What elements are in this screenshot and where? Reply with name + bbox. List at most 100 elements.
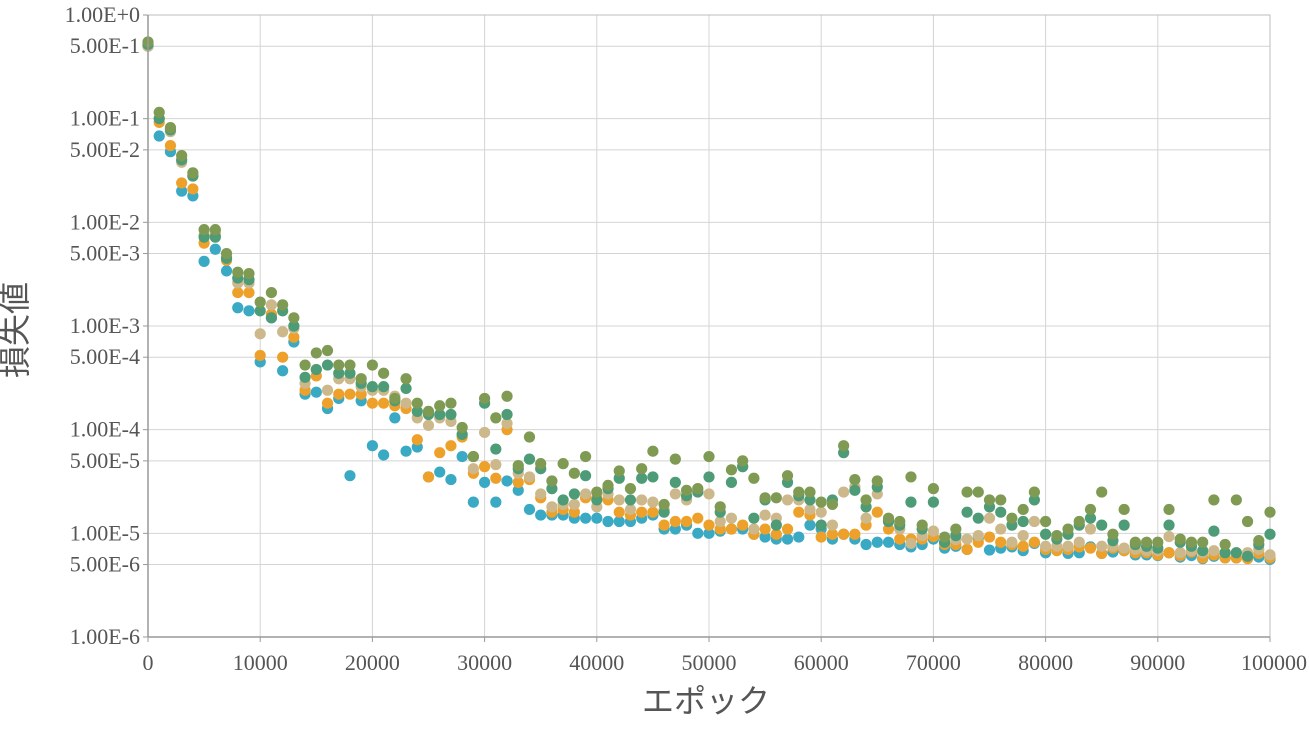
x-tick-label: 60000 xyxy=(794,650,849,675)
data-point xyxy=(568,488,580,500)
data-point xyxy=(467,450,479,463)
data-point xyxy=(321,397,334,409)
data-point xyxy=(265,286,278,299)
data-point xyxy=(1264,549,1276,561)
data-point xyxy=(1051,530,1063,542)
y-tick-label: 1.00E-1 xyxy=(70,106,140,131)
data-point xyxy=(636,506,648,518)
data-point xyxy=(905,471,917,483)
data-point xyxy=(793,531,805,543)
data-point xyxy=(535,488,547,500)
x-tick-label: 10000 xyxy=(233,650,288,675)
data-point xyxy=(658,519,670,531)
x-tick-label: 50000 xyxy=(682,650,737,675)
data-point xyxy=(546,501,558,513)
data-point xyxy=(680,515,693,528)
data-point xyxy=(501,390,513,402)
y-tick-labels: 1.00E+0 5.00E-1 1.00E-1 5.00E-2 1.00E-2 5.00E… xyxy=(65,2,140,649)
data-point xyxy=(1017,530,1029,542)
data-point xyxy=(209,243,221,255)
data-point xyxy=(176,177,188,189)
data-point xyxy=(983,531,996,543)
data-point xyxy=(647,496,659,508)
data-point xyxy=(1197,545,1209,557)
data-point xyxy=(176,150,188,162)
data-point xyxy=(243,268,255,280)
data-point xyxy=(512,476,524,488)
y-tick-label: 5.00E-1 xyxy=(70,33,140,58)
data-point xyxy=(1084,542,1097,554)
data-point xyxy=(725,476,738,488)
data-point xyxy=(501,475,513,487)
x-tick-label: 80000 xyxy=(1018,650,1073,675)
data-point xyxy=(826,528,839,540)
y-tick-label: 1.00E-6 xyxy=(70,624,140,649)
series-5 xyxy=(142,36,1276,551)
x-tick-label: 20000 xyxy=(345,650,400,675)
data-point xyxy=(961,533,973,545)
data-point xyxy=(737,455,749,467)
data-point xyxy=(501,408,513,421)
data-point xyxy=(378,367,390,379)
data-point xyxy=(658,498,670,511)
data-point xyxy=(647,445,659,457)
data-point xyxy=(759,509,771,521)
data-point xyxy=(254,328,266,340)
data-point xyxy=(838,528,850,540)
data-point xyxy=(1084,523,1097,535)
data-point xyxy=(378,449,390,461)
data-point xyxy=(467,463,479,475)
data-point xyxy=(1208,525,1220,537)
data-point xyxy=(624,494,637,506)
data-point xyxy=(927,496,940,508)
data-point xyxy=(1230,494,1242,506)
data-point xyxy=(1118,503,1130,516)
data-point xyxy=(479,426,491,439)
data-point xyxy=(1118,542,1130,554)
data-point xyxy=(961,543,973,555)
x-tick-label: 70000 xyxy=(906,650,961,675)
data-point xyxy=(1241,550,1254,562)
data-point xyxy=(1017,503,1029,516)
data-point xyxy=(333,388,345,400)
data-point xyxy=(703,471,715,483)
data-point xyxy=(815,506,827,518)
data-point xyxy=(1017,515,1029,528)
data-point xyxy=(692,512,704,524)
data-point xyxy=(804,486,816,498)
data-point xyxy=(748,472,760,484)
data-point xyxy=(770,492,782,504)
data-point xyxy=(512,460,524,472)
y-tick-label: 5.00E-3 xyxy=(70,241,140,266)
data-point xyxy=(254,305,266,317)
data-point xyxy=(366,359,378,371)
data-point xyxy=(479,461,491,473)
data-point xyxy=(838,486,850,498)
data-point xyxy=(1084,512,1097,524)
data-point xyxy=(187,167,199,179)
data-point xyxy=(1084,503,1097,516)
data-point xyxy=(714,515,726,528)
data-point xyxy=(849,473,861,486)
data-point xyxy=(860,494,872,506)
data-point xyxy=(389,392,401,405)
data-point xyxy=(849,484,861,496)
data-point xyxy=(557,458,569,470)
data-point xyxy=(669,488,681,500)
data-point xyxy=(434,466,446,478)
data-point xyxy=(1017,540,1029,552)
data-point xyxy=(759,531,771,543)
data-point xyxy=(579,450,592,463)
data-point xyxy=(613,515,625,528)
data-point xyxy=(770,519,782,531)
data-point xyxy=(781,533,794,545)
data-point xyxy=(490,459,502,471)
data-point xyxy=(1163,519,1175,531)
data-point xyxy=(927,483,940,495)
data-point xyxy=(355,373,367,385)
data-point xyxy=(692,483,704,495)
data-point xyxy=(1129,536,1141,548)
data-point xyxy=(636,494,648,506)
data-point xyxy=(1028,494,1040,506)
data-point xyxy=(164,122,177,134)
